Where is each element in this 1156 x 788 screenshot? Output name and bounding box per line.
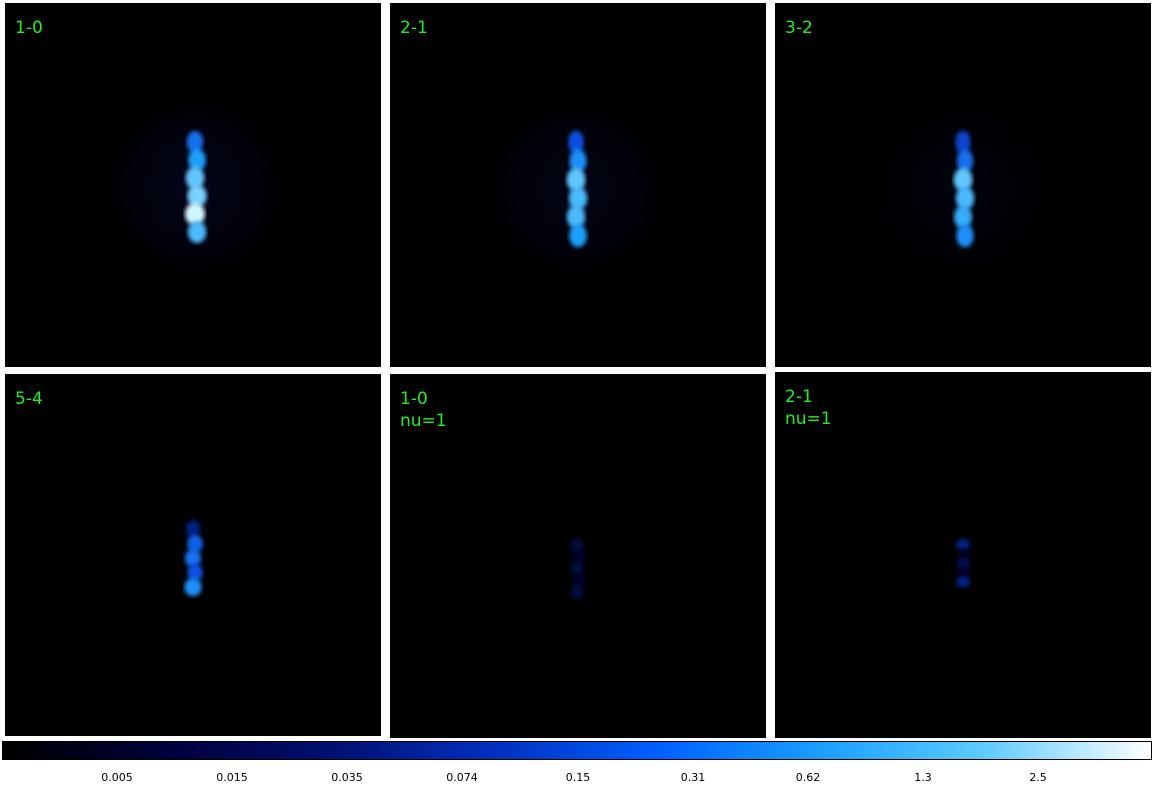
image-panel-2: 2-1 (390, 3, 766, 367)
colorbar-tick-label: 1.3 (914, 771, 932, 784)
panel-image-3 (868, 94, 1058, 284)
panel-label-5: 1-0 nu=1 (400, 389, 447, 431)
colorbar-tick-label: 0.62 (795, 771, 821, 784)
emission-blob (569, 224, 587, 248)
emission-blob (956, 557, 970, 570)
colorbar (2, 741, 1152, 760)
emission-blob (568, 130, 584, 154)
emission-blob (958, 566, 972, 579)
emission-blob (569, 149, 587, 173)
emission-blob (187, 534, 203, 553)
emission-blob (953, 168, 973, 192)
emission-blob (184, 549, 202, 568)
colorbar-tick-label: 0.035 (331, 771, 363, 784)
colorbar-tick-label: 0.15 (565, 771, 591, 784)
image-panel-5: 1-0 nu=1 (390, 374, 766, 738)
emission-blob (958, 548, 972, 560)
emission-blob (187, 220, 207, 244)
colorbar-tick-label: 0.074 (446, 771, 478, 784)
panel-label-2: 2-1 (400, 18, 428, 38)
emission-blob (566, 168, 586, 192)
emission-blob (185, 166, 205, 190)
image-panel-6: 2-1 nu=1 (775, 372, 1151, 738)
emission-blob (955, 186, 975, 210)
emission-blob (956, 576, 970, 588)
panel-image-6 (956, 538, 972, 588)
emission-blob (184, 578, 202, 597)
panel-image-5 (570, 537, 586, 600)
emission-blob (570, 561, 584, 576)
image-panel-4: 5-4 (5, 374, 381, 736)
panel-image-4 (184, 520, 203, 597)
emission-blob (570, 584, 584, 600)
panel-label-3: 3-2 (785, 18, 813, 38)
emission-blob (956, 224, 974, 248)
emission-blob (570, 537, 584, 553)
panel-image-2 (481, 94, 671, 284)
emission-blob (187, 563, 203, 582)
colorbar-tick-label: 2.5 (1029, 771, 1047, 784)
colorbar-tick-label: 0.31 (680, 771, 706, 784)
panel-image-1 (100, 92, 290, 282)
emission-blob (185, 202, 205, 226)
emission-blob (956, 538, 970, 551)
emission-blob (186, 130, 204, 154)
emission-blob (956, 149, 974, 173)
emission-blob (572, 549, 586, 565)
image-panel-1: 1-0 (5, 3, 381, 367)
emission-blob (954, 205, 972, 229)
emission-blob (572, 573, 586, 588)
emission-blob (187, 184, 207, 208)
emission-blob (186, 520, 200, 539)
image-panel-3: 3-2 (775, 3, 1151, 367)
colorbar-tick-label: 0.005 (101, 771, 133, 784)
panel-label-6: 2-1 nu=1 (785, 387, 832, 429)
emission-blob (566, 205, 586, 229)
panel-label-1: 1-0 (15, 18, 43, 38)
emission-blob (568, 186, 588, 210)
emission-blob (955, 130, 971, 154)
emission-blob (188, 148, 206, 172)
colorbar-tick-label: 0.015 (216, 771, 248, 784)
panel-label-4: 5-4 (15, 389, 43, 409)
